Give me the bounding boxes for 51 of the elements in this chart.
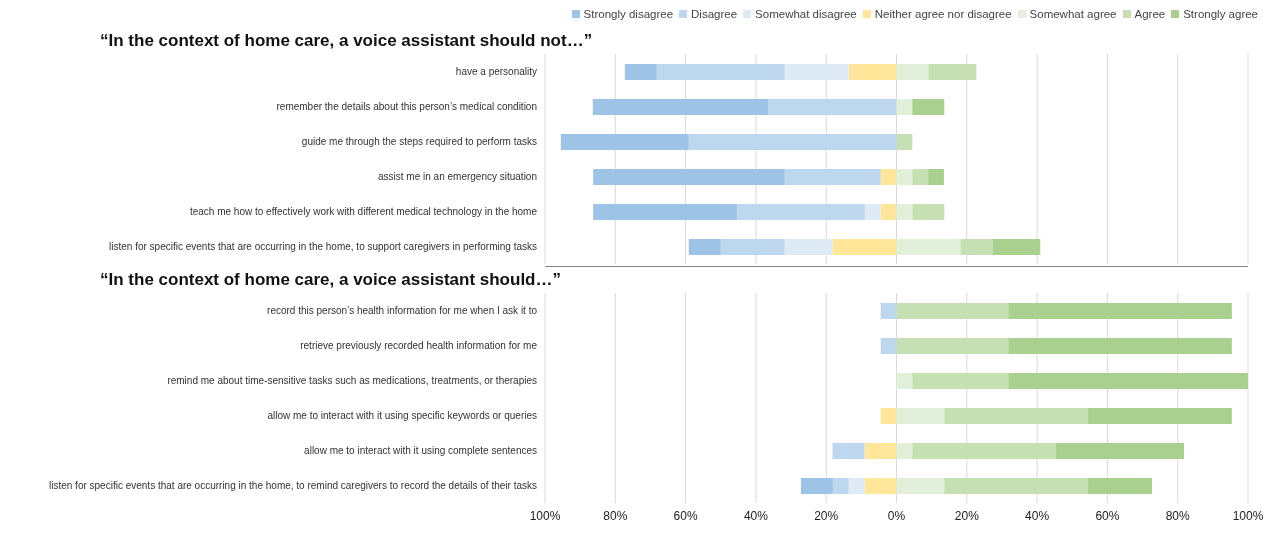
y-tick-label: have a personality xyxy=(455,66,537,77)
bar xyxy=(896,443,913,459)
bar xyxy=(944,408,1089,424)
x-tick-label: 0% xyxy=(887,508,906,523)
legend-label: Neither agree nor disagree xyxy=(874,8,1012,20)
text: “In the context of home care, a voice assistant should…” xyxy=(99,269,562,291)
bar xyxy=(896,408,945,424)
x-tick-label: 20% xyxy=(814,508,839,523)
x-tick-label: 80% xyxy=(1165,508,1191,523)
y-tick-label: retrieve previously recorded health information for me xyxy=(300,340,538,351)
y-tick-label: listen for specific events that are occurring in the home, to remind caregivers to record the details of their tasks xyxy=(48,480,537,491)
legend-label: Somewhat agree xyxy=(1029,8,1117,20)
bar xyxy=(1008,338,1232,354)
bar xyxy=(1088,478,1153,494)
bar xyxy=(896,373,913,389)
bar xyxy=(880,408,897,424)
x-tick-label: 80% xyxy=(603,508,628,523)
bar xyxy=(944,478,1089,494)
x-tick-label: 20% xyxy=(954,508,980,523)
bar xyxy=(896,303,1009,319)
y-tick-label: record this person’s health information for me when I ask it to xyxy=(267,305,538,316)
y-tick-label: allow me to interact with it using complete sentences xyxy=(304,445,537,456)
bar xyxy=(880,303,897,319)
bar xyxy=(912,373,1009,389)
x-tick-label: 100% xyxy=(529,508,561,523)
bar xyxy=(880,338,897,354)
legend-label: Somewhat disagree xyxy=(755,8,857,20)
y-tick-label: teach me how to effectively work with different medical technology in the home xyxy=(189,206,538,217)
x-tick-label: 60% xyxy=(673,508,698,523)
x-tick-label: 40% xyxy=(1025,508,1050,523)
y-tick-label: listen for specific events that are occurring in the home, to support caregivers in performing tasks xyxy=(109,241,537,252)
text: “In the context of home care, a voice assistant should not…” xyxy=(99,30,594,52)
legend-label: Strongly agree xyxy=(1183,8,1258,20)
legend-label: Agree xyxy=(1134,8,1166,20)
y-tick-label: remind me about time-sensitive tasks such as medications, treatments, or therapies xyxy=(167,375,537,386)
bar xyxy=(912,443,1057,459)
y-tick-label: guide me through the steps required to perform tasks xyxy=(301,136,537,147)
x-tick-label: 40% xyxy=(743,508,769,523)
y-tick-label: allow me to interact with it using specific keywords or queries xyxy=(267,410,537,421)
bar xyxy=(896,338,1009,354)
legend-label: Strongly disagree xyxy=(583,8,674,20)
legend-label: Disagree xyxy=(691,8,738,20)
y-tick-label: remember the details about this person’s medical condition xyxy=(276,101,537,112)
bar xyxy=(1008,373,1248,389)
x-tick-label: 100% xyxy=(1232,508,1264,523)
x-tick-label: 60% xyxy=(1095,508,1120,523)
bar xyxy=(1088,408,1232,424)
bar xyxy=(896,478,945,494)
bar xyxy=(1056,443,1185,459)
bar xyxy=(1008,303,1232,319)
y-tick-label: assist me in an emergency situation xyxy=(378,171,537,182)
